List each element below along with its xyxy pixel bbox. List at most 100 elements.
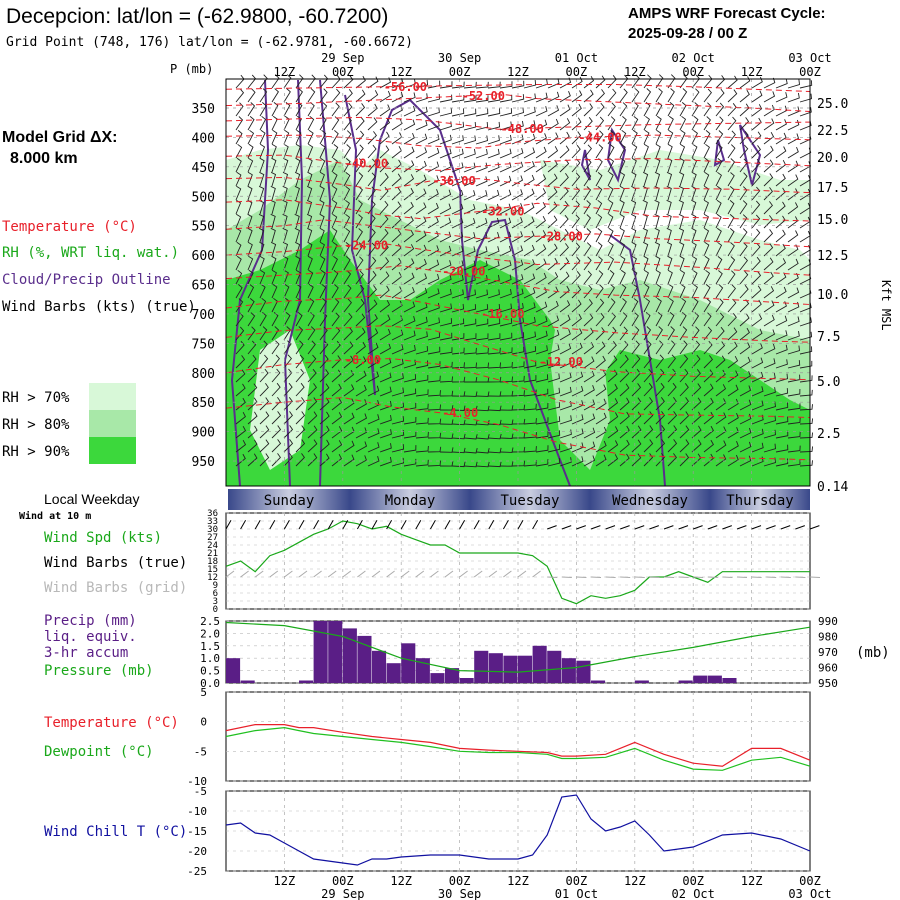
wind-barb-true — [327, 520, 334, 530]
top-time-tick-label: 00Z — [682, 65, 704, 79]
wind-barb-grid — [371, 570, 381, 578]
rh80-swatch — [89, 410, 136, 437]
wind-barb — [607, 255, 615, 271]
wind-barb-grid — [663, 576, 675, 578]
wind-barb — [463, 447, 478, 454]
wind-barb — [655, 102, 663, 117]
wind-barb — [343, 312, 353, 327]
wind-barb — [643, 88, 652, 103]
wind-barb — [283, 88, 291, 103]
wind-barb — [379, 90, 391, 103]
wind-barb — [643, 326, 652, 341]
wind-barb — [799, 80, 813, 89]
wind-barb — [751, 200, 761, 215]
height-tick-label: 0.14 — [817, 480, 848, 495]
wind-barb-true — [225, 520, 232, 530]
wind-barb — [475, 434, 490, 440]
wind-barb — [367, 299, 378, 313]
precip-tick-label: 1.0 — [200, 652, 220, 665]
wind-barb — [691, 88, 700, 103]
rh90-label: RH > 90% — [2, 444, 70, 460]
wind-barb — [523, 418, 537, 425]
wind-barb — [487, 148, 500, 159]
wind-barb — [439, 361, 453, 369]
wind-barb — [715, 116, 724, 131]
wind-barb — [763, 401, 776, 411]
wind-barb — [415, 445, 429, 453]
wind-barb — [247, 383, 258, 397]
wind-barb-grid — [313, 570, 322, 578]
weekday-cell — [470, 489, 590, 510]
wind-barb-true — [766, 525, 776, 530]
wind-barb — [258, 227, 265, 243]
wind-barb — [499, 289, 512, 299]
wind-barb — [319, 241, 325, 257]
wind-barb — [499, 175, 512, 187]
wind-barb — [583, 427, 596, 439]
wind-barb — [403, 315, 416, 327]
wind-barb — [691, 129, 698, 145]
wind-barb — [595, 75, 606, 89]
wind-barb — [475, 81, 489, 89]
wind-barb — [727, 370, 739, 383]
wind-barb — [379, 131, 390, 145]
wind-barb — [499, 121, 512, 131]
wind-barb — [691, 369, 701, 383]
wind-barb — [499, 245, 512, 257]
wind-barb — [499, 303, 512, 313]
wind-barb — [295, 312, 303, 327]
wind-barb — [415, 120, 428, 131]
wind-barb — [523, 79, 537, 89]
forecast-cycle-label: AMPS WRF Forecast Cycle: — [628, 5, 826, 22]
wind-barb — [235, 143, 243, 159]
wind-barb — [571, 428, 584, 439]
wind-barb — [631, 312, 639, 327]
wind-barb — [247, 88, 256, 103]
precip-bar — [328, 621, 343, 683]
pressure-tick-label: 850 — [192, 396, 215, 411]
wind-barb — [259, 269, 266, 285]
wind-barb — [751, 428, 764, 439]
wind-barb — [523, 375, 537, 383]
wind-barb — [643, 269, 649, 285]
wind-barb — [763, 429, 776, 439]
wind-barb — [691, 383, 702, 397]
wind-barb — [247, 102, 256, 117]
wind-barb-grid — [444, 570, 454, 578]
wind-barb — [631, 397, 642, 411]
wind-barb — [715, 384, 727, 397]
wind-barb — [535, 244, 547, 257]
wind-barb — [655, 312, 663, 327]
wind-barb — [679, 241, 685, 257]
wind-barb — [787, 230, 799, 243]
wind-barb — [679, 143, 686, 159]
wind-barb — [247, 369, 257, 383]
wind-barb — [499, 81, 513, 89]
wind-barb — [247, 298, 255, 313]
wind-barb — [535, 146, 547, 159]
wind-barb — [571, 342, 583, 355]
wind-barb — [703, 213, 709, 229]
wind-barb — [355, 313, 366, 327]
precip-label-1: Precip (mm) — [44, 613, 137, 629]
wind-barb — [619, 397, 630, 411]
wind-barb — [475, 162, 488, 173]
wind-barb-grid — [327, 570, 337, 578]
wind-barb — [787, 79, 800, 89]
wind-barb — [523, 273, 536, 285]
wind-barb — [259, 88, 268, 103]
wind-barb — [643, 368, 653, 383]
wind-barb — [463, 318, 477, 327]
wind-barb — [583, 186, 592, 201]
wind-barb — [763, 131, 775, 145]
wind-barb — [571, 186, 580, 201]
wind-barb — [595, 454, 607, 467]
wind-barb — [523, 432, 537, 439]
wind-barb-grid — [400, 570, 410, 578]
wind-barb — [475, 121, 489, 131]
wind-barb — [751, 242, 761, 257]
wind-barb — [775, 201, 786, 215]
wind-barb — [355, 214, 363, 229]
wind-barb — [415, 417, 429, 425]
wind-barb — [331, 284, 339, 299]
